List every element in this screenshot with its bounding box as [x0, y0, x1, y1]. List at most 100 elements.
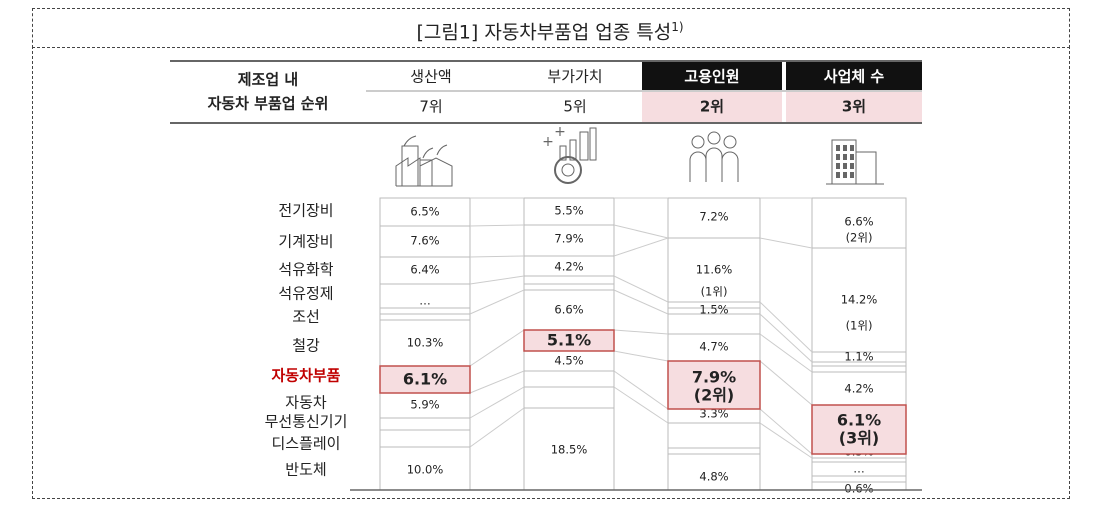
connector-line — [469, 370, 525, 394]
connector-line — [469, 407, 525, 448]
segment-value-label: 7.6% — [410, 234, 439, 248]
connector-line — [613, 237, 669, 257]
segment-value-label: 6.6% — [844, 215, 873, 229]
title-footnote: 1) — [671, 20, 684, 34]
category-label: 자동차 — [285, 394, 327, 412]
category-label: 반도체 — [285, 461, 326, 479]
segment-value-label: 4.2% — [844, 382, 873, 396]
highlight-value-label: (3위) — [839, 429, 879, 448]
connector-line — [759, 333, 813, 373]
connector-line — [759, 301, 813, 353]
header-dark-cell — [786, 62, 922, 90]
segment-value-label: (2위) — [846, 231, 873, 245]
building-icon — [836, 154, 840, 160]
header-label: 생산액 — [410, 68, 451, 86]
growth-gear-icon: + — [542, 134, 554, 150]
factory-icon — [419, 159, 433, 187]
segment-value-label: … — [853, 462, 865, 476]
building-icon — [836, 163, 840, 169]
segment-value-label: 6.6% — [554, 303, 583, 317]
header-label: 고용인원 — [684, 68, 739, 86]
highlight-value-label: 6.1% — [837, 411, 881, 430]
header-label: 부가가치 — [547, 68, 602, 86]
building-icon — [850, 154, 854, 160]
segment-value-label: 6.4% — [410, 263, 439, 277]
segment-value-label: 4.5% — [554, 354, 583, 368]
highlight-value-label: 5.1% — [547, 331, 591, 350]
rank-highlight-cell — [642, 92, 782, 122]
category-label: 디스플레이 — [271, 435, 340, 453]
building-icon — [843, 163, 847, 169]
segment-value-label: 6.5% — [410, 205, 439, 219]
highlight-segment — [379, 365, 471, 394]
factory-icon — [401, 145, 419, 187]
highlight-value-label: 6.1% — [403, 370, 447, 389]
highlight-value-label: 7.9% — [692, 368, 736, 387]
connector-line — [613, 289, 669, 315]
header-rank: 2위 — [700, 98, 724, 116]
header-rank: 3위 — [842, 98, 866, 116]
rank-label-line-1: 제조업 내 — [238, 71, 298, 89]
building-icon — [850, 163, 854, 169]
category-label: 조선 — [292, 308, 320, 326]
rank-highlight-cell — [786, 92, 922, 122]
segment-value-label: 4.2% — [554, 260, 583, 274]
segment-value-label: 7.2% — [699, 210, 728, 224]
connector-line — [613, 350, 669, 362]
segment-value-label: 10.0% — [407, 463, 444, 477]
people-icon — [723, 135, 737, 149]
figure-title: [그림1] 자동차부품업 업종 특성1) — [416, 20, 684, 44]
highlight-segment — [667, 360, 761, 410]
segment-value-label: 7.9% — [554, 232, 583, 246]
rank-label-line-2: 자동차 부품업 순위 — [208, 95, 329, 113]
building-icon — [843, 145, 847, 151]
building-icon — [843, 154, 847, 160]
growth-gear-icon — [579, 131, 589, 161]
stack-column-3 — [667, 197, 761, 491]
highlight-segment — [523, 329, 615, 352]
connector-line — [469, 386, 525, 419]
segment-value-label: 5.5% — [554, 204, 583, 218]
segment-value-label: 1.5% — [699, 303, 728, 317]
connector-line — [759, 422, 813, 459]
segment-value-label: (1위) — [846, 319, 873, 333]
connector-line — [759, 237, 813, 249]
connector-line — [759, 360, 813, 406]
connector-line — [759, 313, 813, 363]
building-icon — [850, 145, 854, 151]
segment-value-label: … — [419, 294, 431, 308]
connector-line — [613, 370, 669, 410]
building-icon — [843, 172, 847, 178]
category-label: 전기장비 — [278, 202, 333, 220]
connector-line — [469, 224, 525, 227]
building-icon — [850, 172, 854, 178]
people-icon — [689, 151, 707, 182]
highlight-segment — [811, 404, 907, 455]
growth-gear-icon — [559, 145, 567, 161]
connector-line — [613, 386, 669, 424]
header-label: 사업체 수 — [824, 68, 885, 86]
figure-frame — [32, 46, 1070, 499]
segment-value-label: 14.2% — [841, 293, 878, 307]
title-frame — [32, 8, 1070, 48]
category-label: 석유화학 — [278, 261, 333, 279]
connector-line — [759, 408, 813, 455]
factory-icon — [395, 157, 453, 187]
building-icon — [836, 145, 840, 151]
growth-gear-icon — [561, 163, 575, 177]
people-icon — [707, 131, 721, 145]
connector-line — [613, 329, 669, 335]
header-dark-cell — [642, 62, 782, 90]
growth-gear-icon: + — [554, 124, 566, 140]
category-label: 기계장비 — [278, 233, 333, 251]
segment-value-label: 0.6% — [844, 482, 873, 496]
segment-value-label: 4.7% — [699, 340, 728, 354]
connector-line — [469, 329, 525, 367]
factory-icon — [403, 135, 448, 159]
growth-gear-icon — [569, 139, 577, 161]
segment-value-label: 4.8% — [699, 470, 728, 484]
connector-line — [469, 289, 525, 315]
segment-value-label: 3.3% — [699, 407, 728, 421]
building-icon — [836, 172, 840, 178]
people-icon — [721, 151, 739, 182]
